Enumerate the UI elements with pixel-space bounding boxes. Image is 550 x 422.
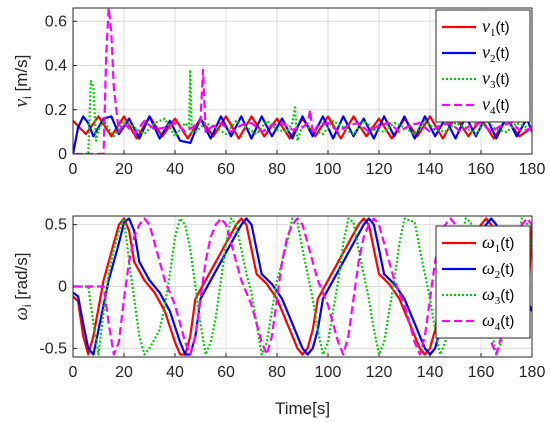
legend-box [435,225,531,339]
legend-suffix: (t) [496,45,510,62]
series-line-2 [73,115,532,154]
legend-symbol: ω [482,258,495,278]
legend-symbol: ω [482,310,495,330]
legend-symbol: ν [482,42,490,62]
legend-suffix: (t) [500,287,514,304]
legend: ω1(t)ω2(t)ω3(t)ω4(t) [435,225,531,339]
legend-symbol: ν [482,94,490,114]
legend-suffix: (t) [496,19,510,36]
legend-subscript: 1 [495,243,501,255]
x-tick-label: 100 [315,161,342,178]
legend-label-2: ν2(t) [482,42,510,65]
y-axis-subscript: i [20,96,34,99]
legend-label-1: ω1(t) [482,232,514,255]
x-tick-label: 180 [519,364,546,381]
legend-symbol: ν [482,68,490,88]
x-tick-label: 80 [268,364,286,381]
angular-velocity-plot: 0 20 40 60 80 100 120 140 160 180-0.500.5ωi [rad/… [11,215,546,418]
legend-symbol: ω [482,232,495,252]
legend-subscript: 2 [495,269,501,281]
x-tick-label: 20 [115,364,133,381]
x-tick-label: 80 [268,161,286,178]
legend-subscript: 4 [495,321,501,333]
y-axis-unit: [rad/s] [12,252,31,304]
x-tick-label: 120 [366,364,393,381]
legend-subscript: 4 [490,105,496,117]
legend-suffix: (t) [500,313,514,330]
y-axis-subscript: i [20,304,34,307]
legend-label-4: ν4(t) [482,94,510,117]
y-axis-symbol: ν [11,98,32,107]
x-tick-label: 140 [417,364,444,381]
y-axis-unit: [m/s] [12,55,31,97]
x-tick-label: 60 [217,161,235,178]
y-tick-label: 0.2 [45,102,67,119]
x-tick-label: 60 [217,364,235,381]
y-axis-symbol: ω [11,307,32,320]
x-axis-label: Time[s] [275,399,330,418]
x-tick-label: 20 [115,161,133,178]
x-tick-label: 140 [417,161,444,178]
x-tick-label: 100 [315,364,342,381]
y-tick-label: -0.5 [39,340,67,357]
legend: ν1(t)ν2(t)ν3(t)ν4(t) [435,9,531,123]
legend-suffix: (t) [500,235,514,252]
y-tick-label: 0 [58,279,67,296]
y-tick-label: 0.5 [45,217,67,234]
legend-subscript: 3 [490,79,496,91]
axes-box [72,215,533,358]
x-tick-label: 160 [468,161,495,178]
legend-suffix: (t) [500,261,514,278]
legend-label-2: ω2(t) [482,258,514,281]
legend-symbol: ν [482,16,490,36]
legend-subscript: 2 [490,53,496,65]
x-tick-label: 0 [69,161,78,178]
legend-label-1: ν1(t) [482,16,510,39]
legend-label-4: ω4(t) [482,310,514,333]
axes-box [72,7,533,155]
legend-subscript: 3 [495,295,501,307]
x-tick-label: 0 [69,364,78,381]
x-tick-label: 180 [519,161,546,178]
legend-label-3: ν3(t) [482,68,510,91]
x-tick-label: 120 [366,161,393,178]
y-tick-label: 0.4 [45,58,67,75]
y-axis-label: νi [m/s] [11,55,34,108]
legend-symbol: ω [482,284,495,304]
legend-suffix: (t) [496,71,510,88]
x-tick-label: 40 [166,161,184,178]
series-line-3 [73,68,532,154]
legend-suffix: (t) [496,97,510,114]
x-tick-label: 160 [468,364,495,381]
x-tick-label: 40 [166,364,184,381]
y-tick-label: 0 [58,146,67,163]
series-line-4 [73,8,532,154]
y-tick-label: 0.6 [45,13,67,30]
y-axis-label: ωi [rad/s] [11,252,34,320]
legend-label-3: ω3(t) [482,284,514,307]
legend-box [435,9,531,123]
legend-subscript: 1 [490,27,496,39]
